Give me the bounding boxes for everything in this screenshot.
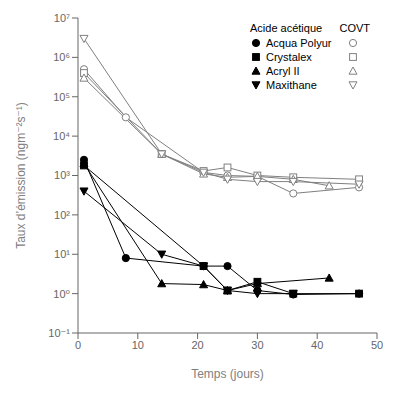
svg-text:10⁻¹: 10⁻¹ [48,327,70,339]
html-text:Acqua Polyur: Acqua Polyur [266,37,332,49]
svg-text:10⁶: 10⁶ [53,51,70,63]
svg-text:10⁰: 10⁰ [53,288,70,300]
svg-text:30: 30 [251,339,263,351]
svg-text:Taux d’émission (ngm⁻²s⁻¹): Taux d’émission (ngm⁻²s⁻¹) [14,102,28,249]
html-text:Crystalex: Crystalex [266,51,312,63]
svg-text:0: 0 [75,339,81,351]
html-text:COVT: COVT [339,22,370,34]
html-text:Acide acétique: Acide acétique [250,22,323,34]
svg-text:Temps (jours): Temps (jours) [191,367,264,381]
svg-text:40: 40 [311,339,323,351]
svg-text:10⁷: 10⁷ [54,12,70,24]
svg-text:50: 50 [371,339,383,351]
svg-text:20: 20 [191,339,203,351]
svg-text:10⁵: 10⁵ [53,91,70,103]
svg-text:10: 10 [132,339,144,351]
html-text:Acryl II: Acryl II [266,65,300,77]
svg-text:10¹: 10¹ [54,248,70,260]
svg-text:10⁴: 10⁴ [53,130,70,142]
svg-text:10²: 10² [54,209,70,221]
svg-text:10³: 10³ [54,169,70,181]
html-text:Maxithane: Maxithane [266,79,317,91]
